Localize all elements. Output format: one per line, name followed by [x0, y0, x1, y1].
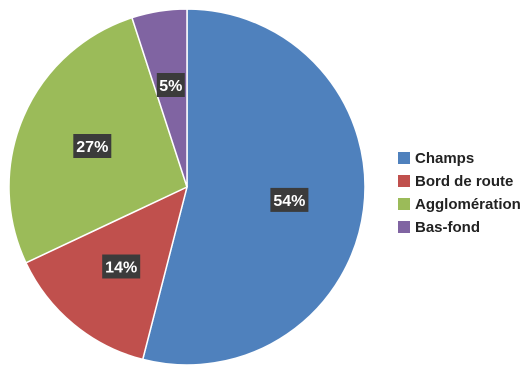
legend-label: Champs [415, 150, 474, 167]
legend-label: Bas-fond [415, 219, 480, 236]
data-label-text: 5% [159, 78, 182, 95]
legend-item-agglomeration: Agglomération [398, 196, 521, 213]
legend-swatch [398, 175, 410, 187]
data-label-text: 14% [105, 260, 137, 277]
data-label-agglomeration: 27% [73, 134, 112, 158]
legend: Champs Bord de route Agglomération Bas-fond [398, 150, 521, 236]
legend-item-bas-fond: Bas-fond [398, 219, 480, 236]
pie-slice-champs [141, 8, 366, 366]
legend-swatch [398, 152, 410, 164]
data-label-background [73, 134, 112, 158]
legend-item-bord-de-route: Bord de route [398, 173, 513, 190]
legend-item-champs: Champs [398, 150, 474, 167]
legend-label: Agglomération [415, 196, 521, 213]
data-label-bas-fond: 5% [156, 73, 185, 97]
data-label-champs: 54% [270, 187, 309, 212]
pie-data-labels: 54% 14% 27% 5% [73, 73, 309, 279]
data-label-background [102, 254, 141, 279]
data-label-text: 54% [273, 193, 305, 210]
legend-label: Bord de route [415, 173, 513, 190]
data-label-text: 27% [76, 139, 108, 156]
legend-swatch [398, 221, 410, 233]
data-label-bord-de-route: 14% [102, 254, 141, 279]
pie-slices [8, 8, 366, 366]
data-label-background [156, 73, 185, 97]
pie-slice-bas-fond [131, 8, 188, 188]
data-label-background [270, 187, 309, 212]
legend-swatch [398, 198, 410, 210]
